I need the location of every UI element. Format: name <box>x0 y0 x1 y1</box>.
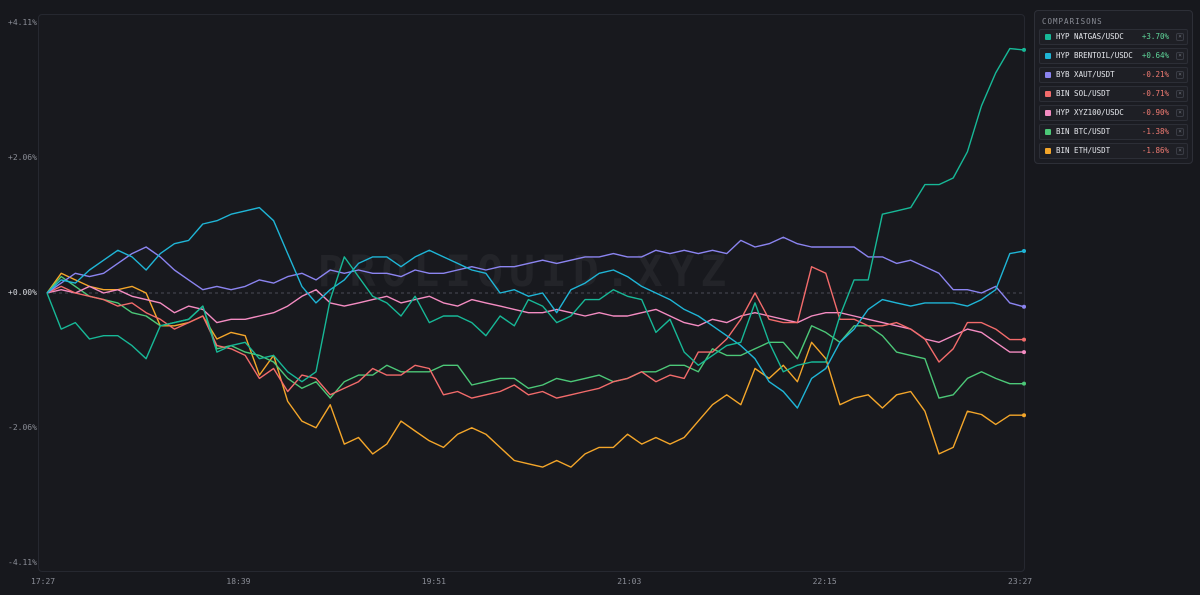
x-tick-label: 18:39 <box>226 577 251 586</box>
plot-area[interactable] <box>38 14 1025 572</box>
legend-change-value: +0.64% <box>1141 51 1169 60</box>
legend-label: BIN BTC/USDT <box>1056 127 1111 136</box>
series-endpoint <box>1022 350 1026 355</box>
remove-comparison-icon[interactable]: × <box>1176 52 1184 60</box>
x-tick-label: 19:51 <box>421 577 446 586</box>
y-tick-label: -4.11% <box>8 558 37 567</box>
legend-item[interactable]: HYP XYZ100/USDC -0.90% × <box>1039 105 1188 121</box>
x-tick-label: 23:27 <box>1008 577 1033 586</box>
series-endpoint <box>1022 337 1026 342</box>
legend-swatch <box>1045 110 1051 116</box>
series-endpoint <box>1022 304 1026 309</box>
series-line-hyp-xyz100-usdc[interactable] <box>46 285 1024 353</box>
legend-swatch <box>1045 53 1051 59</box>
legend-item[interactable]: BYB XAUT/USDT -0.21% × <box>1039 67 1188 83</box>
legend-swatch <box>1045 34 1051 40</box>
legend-change-value: -0.71% <box>1141 89 1169 98</box>
legend-item[interactable]: BIN ETH/USDT -1.86% × <box>1039 143 1188 159</box>
legend-change-value: -0.21% <box>1141 70 1169 79</box>
legend-change-value: +3.70% <box>1141 32 1169 41</box>
endpoint-layer <box>1022 47 1026 418</box>
x-tick-label: 17:27 <box>31 577 56 586</box>
remove-comparison-icon[interactable]: × <box>1176 128 1184 136</box>
legend-change-value: -1.86% <box>1141 146 1169 155</box>
legend-swatch <box>1045 148 1051 154</box>
legend-label: BIN SOL/USDT <box>1056 89 1111 98</box>
series-layer <box>46 47 1025 468</box>
remove-comparison-icon[interactable]: × <box>1176 90 1184 98</box>
legend-swatch <box>1045 91 1051 97</box>
y-tick-label: -2.06% <box>8 423 37 433</box>
legend-item[interactable]: HYP BRENTOIL/USDC +0.64% × <box>1039 48 1188 64</box>
legend-item[interactable]: BIN SOL/USDT -0.71% × <box>1039 86 1188 102</box>
remove-comparison-icon[interactable]: × <box>1176 109 1184 117</box>
x-tick-label: 21:03 <box>617 577 642 586</box>
series-endpoint <box>1022 47 1026 52</box>
series-line-hyp-brentoil-usdc[interactable] <box>46 206 1025 409</box>
watermark: PROLIQUID.XYZ <box>317 247 733 297</box>
comparisons-panel: COMPARISONS HYP NATGAS/USDC +3.70% × HYP BR… <box>1034 10 1193 164</box>
remove-comparison-icon[interactable]: × <box>1176 147 1184 155</box>
legend-item[interactable]: HYP NATGAS/USDC +3.70% × <box>1039 29 1188 45</box>
legend-label: HYP NATGAS/USDC <box>1056 32 1124 41</box>
legend-label: BYB XAUT/USDT <box>1056 70 1115 79</box>
series-endpoint <box>1022 248 1026 253</box>
legend-change-value: -0.90% <box>1141 108 1169 117</box>
legend-change-value: -1.38% <box>1141 127 1169 136</box>
legend-swatch <box>1045 72 1051 78</box>
legend-label: HYP XYZ100/USDC <box>1056 108 1124 117</box>
legend-item[interactable]: BIN BTC/USDT -1.38% × <box>1039 124 1188 140</box>
remove-comparison-icon[interactable]: × <box>1176 71 1184 79</box>
y-tick-label: +4.11% <box>8 18 37 27</box>
x-tick-label: 22:15 <box>812 577 837 586</box>
y-tick-label: +0.00% <box>8 288 37 297</box>
series-endpoint <box>1022 413 1026 418</box>
series-line-byb-xaut-usdt[interactable] <box>46 236 1025 308</box>
legend-label: BIN ETH/USDT <box>1056 146 1111 155</box>
remove-comparison-icon[interactable]: × <box>1176 33 1184 41</box>
y-tick-label: +2.06% <box>8 152 37 162</box>
comparisons-title: COMPARISONS <box>1042 17 1103 26</box>
series-line-hyp-natgas-usdc[interactable] <box>46 47 1025 383</box>
series-endpoint <box>1022 381 1026 386</box>
legend-swatch <box>1045 129 1051 135</box>
legend-label: HYP BRENTOIL/USDC <box>1056 51 1133 60</box>
